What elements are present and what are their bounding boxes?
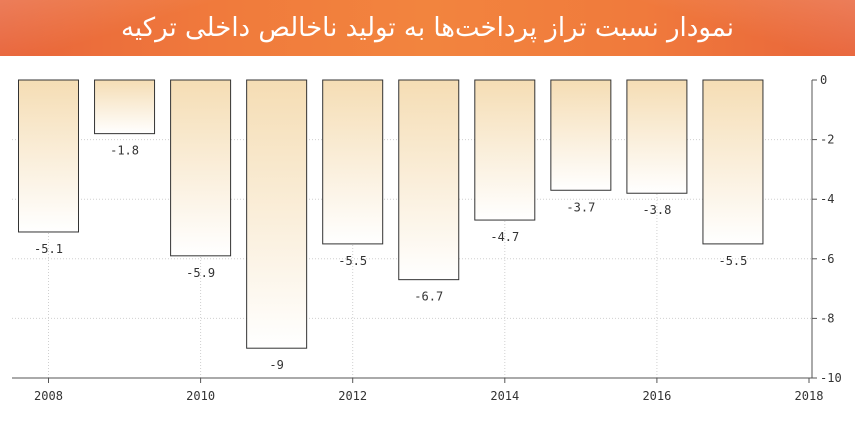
- data-label: -3.7: [566, 200, 595, 214]
- data-label: -9: [269, 358, 283, 372]
- x-tick-label: 2014: [490, 389, 519, 403]
- data-label: -5.9: [186, 266, 215, 280]
- bar-chart: -5.1 -1.8 -5.9 -9 -5.5 -6.7 -4.7 -3.7 -3.8 -5.5 0…: [12, 73, 842, 403]
- axes: 0 -2 -4 -6 -8 -10 2008 2010 2012 2014 2016 2018: [12, 73, 842, 403]
- y-tick-label: -2: [820, 133, 834, 147]
- data-label: -5.1: [34, 242, 63, 256]
- x-tick-label: 2010: [186, 389, 215, 403]
- y-tick-label: -10: [820, 371, 842, 385]
- x-tick-label: 2018: [795, 389, 824, 403]
- bars: [18, 79, 764, 349]
- y-tick-label: 0: [820, 73, 827, 87]
- bar: [94, 79, 156, 135]
- data-label: -3.8: [642, 203, 671, 217]
- bar: [170, 79, 232, 257]
- chart-title-bar: نمودار نسبت تراز پرداخت‌ها به تولید ناخا…: [0, 0, 855, 56]
- bar: [702, 79, 764, 245]
- data-label: -5.5: [338, 254, 367, 268]
- data-label: -5.5: [718, 254, 747, 268]
- data-labels: -5.1 -1.8 -5.9 -9 -5.5 -6.7 -4.7 -3.7 -3.8 -5.5: [34, 144, 747, 373]
- y-tick-label: -6: [820, 252, 834, 266]
- bar: [398, 79, 460, 281]
- y-tick-label: -8: [820, 311, 834, 325]
- y-tick-label: -4: [820, 192, 834, 206]
- x-tick-label: 2012: [338, 389, 367, 403]
- bar: [246, 79, 308, 349]
- bar: [626, 79, 688, 194]
- x-tick-label: 2016: [642, 389, 671, 403]
- data-label: -4.7: [490, 230, 519, 244]
- bar: [474, 79, 536, 221]
- data-label: -1.8: [110, 144, 139, 158]
- chart-title: نمودار نسبت تراز پرداخت‌ها به تولید ناخا…: [120, 13, 735, 43]
- bar: [18, 79, 79, 233]
- data-label: -6.7: [414, 290, 443, 304]
- bar: [550, 79, 612, 191]
- bar: [322, 79, 384, 245]
- x-tick-label: 2008: [34, 389, 63, 403]
